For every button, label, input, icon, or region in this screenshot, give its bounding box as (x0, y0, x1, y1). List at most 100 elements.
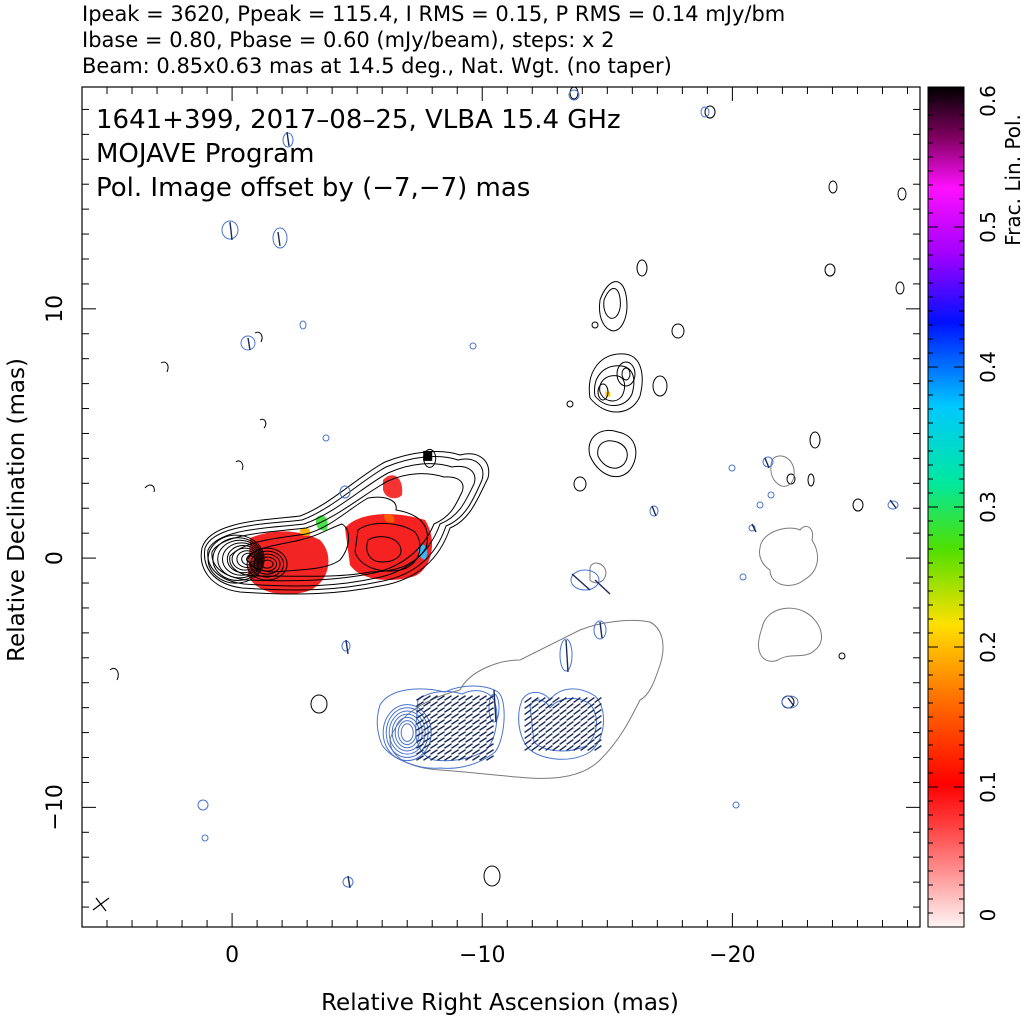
y-axis-label: Relative Declination (mas) (4, 358, 30, 662)
evpa-tick-65 (486, 725, 494, 731)
evpa-tick-214 (559, 744, 567, 752)
evpa-tick-99 (416, 749, 424, 755)
evpa-tick-183 (573, 726, 581, 734)
noise-contour-1 (671, 323, 685, 339)
colorbar-label: Frac. Lin. Pol. (1001, 114, 1025, 246)
evpa-tick-142 (594, 702, 602, 710)
evpa-tick-129 (580, 696, 588, 704)
evpa-tick-187 (524, 732, 532, 740)
evpa-tick-168 (545, 720, 553, 728)
evpa-tick-78 (423, 737, 431, 743)
x-tick-label-1: −10 (459, 943, 505, 968)
evpa-tick-215 (566, 744, 574, 752)
evpa-tick-69 (437, 731, 445, 737)
core-contour-6 (236, 550, 258, 568)
noise-contour-12 (895, 281, 905, 295)
pol-knot-contour-5 (272, 227, 288, 249)
y-tick-labels: 10 0 −10 (43, 295, 68, 831)
evpa-tick-123 (538, 696, 546, 704)
y-tick-label-0: 10 (43, 295, 68, 323)
evpa-tick-212 (545, 744, 553, 752)
evpa-tick-60 (451, 725, 459, 731)
evpa-tick-181 (559, 726, 567, 734)
evpa-tick-197 (594, 732, 602, 740)
evpa-tick-211 (538, 744, 546, 752)
evpa-tick-47 (437, 719, 445, 725)
core-contour-4 (226, 544, 260, 574)
map-content (92, 87, 907, 912)
evpa-tick-191 (552, 732, 560, 740)
pol-knot-contour-0 (570, 569, 600, 591)
inner-jet-contour-2 (253, 553, 281, 575)
header-line-1: Ipeak = 3620, Ppeak = 115.4, I RMS = 0.1… (82, 2, 786, 26)
noise-contour-19 (838, 652, 846, 660)
evpa-tick-118 (472, 755, 480, 761)
evpa-tick-68 (430, 731, 438, 737)
pol-knot-contour-13 (197, 799, 209, 811)
evpa-tick-19 (472, 701, 480, 707)
evpa-tick-11 (416, 701, 424, 707)
evpa-tick-113 (437, 755, 445, 761)
evpa-tick-0 (416, 695, 424, 701)
evpa-tick-147 (552, 708, 560, 716)
evpa-tick-135 (545, 702, 553, 710)
evpa-tick-190 (545, 732, 553, 740)
noise-contour-11 (897, 187, 907, 201)
jet-contour-0 (200, 450, 490, 595)
evpa-tick-158 (552, 714, 560, 722)
y-tick-label-1: 0 (43, 551, 68, 565)
evpa-tick-32 (486, 707, 494, 713)
noise-arc-3 (259, 418, 267, 429)
noise-arc-0 (160, 361, 169, 373)
evpa-tick-103 (444, 749, 452, 755)
evpa-tick-140 (580, 702, 588, 710)
evpa-tick-185 (587, 726, 595, 734)
x-tick-labels: 0 −10 −20 (225, 943, 756, 968)
cb-tick-label-0: 0 (976, 909, 1000, 922)
pol-core-contour-2 (388, 710, 426, 755)
evpa-tick-27 (451, 707, 459, 713)
evpa-tick-150 (573, 708, 581, 716)
evpa-tick-192 (559, 732, 567, 740)
evpa-tick-87 (486, 737, 494, 743)
outer-gray-contour-1 (758, 607, 823, 662)
evpa-tick-85 (472, 737, 480, 743)
evpa-tick-25 (437, 707, 445, 713)
pol-knot-contour-7 (299, 320, 307, 330)
header-line-2: Ibase = 0.80, Pbase = 0.60 (mJy/beam), s… (82, 28, 615, 52)
evpa-tick-164 (594, 714, 602, 722)
evpa-tick-53 (479, 719, 487, 725)
distant-knot-contour-1 (603, 288, 621, 319)
frac-pol-peak-pixel (423, 450, 433, 461)
evpa-tick-139 (573, 702, 581, 710)
evpa-tick-96 (472, 743, 480, 749)
evpa-tick-50 (458, 719, 466, 725)
noise-contour-14 (569, 87, 579, 100)
evpa-tick-71 (451, 731, 459, 737)
pol-knot-contour-8 (469, 342, 477, 350)
evpa-tick-205 (573, 738, 581, 746)
noise-contour-5 (824, 263, 836, 277)
evpa-tick-88 (416, 743, 424, 749)
pol-knot-contour-21 (739, 573, 747, 581)
evpa-tick-109 (486, 749, 494, 755)
evpa-tick-72 (458, 731, 466, 737)
evpa-tick-37 (444, 713, 452, 719)
x-tick-label-2: −20 (709, 943, 755, 968)
evpa-tick-7 (465, 695, 473, 701)
evpa-tick-59 (444, 725, 452, 731)
evpa-tick-117 (465, 755, 473, 761)
jet-contour-5 (247, 523, 349, 573)
jet-contour-7 (366, 536, 402, 563)
outer-gray-contour-3 (589, 562, 607, 584)
evpa-tick-80 (437, 737, 445, 743)
evpa-tick-54 (486, 719, 494, 725)
evpa-tick-43 (486, 713, 494, 719)
evpa-tick-169 (552, 720, 560, 728)
evpa-tick-95 (465, 743, 473, 749)
evpa-tick-24 (430, 707, 438, 713)
evpa-tick-6 (458, 695, 466, 701)
evpa-tick-13 (430, 701, 438, 707)
evpa-tick-34 (423, 713, 431, 719)
